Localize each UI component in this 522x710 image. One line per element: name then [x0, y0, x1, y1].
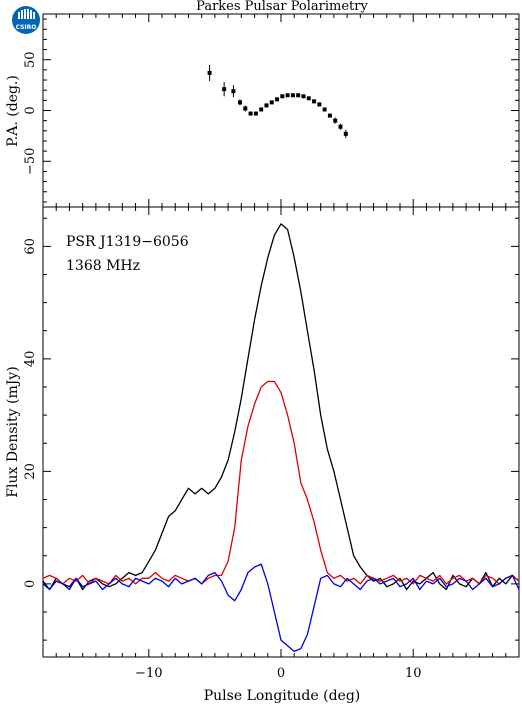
pa-point — [312, 99, 317, 104]
pa-point — [269, 100, 274, 105]
y-tick-label: 50 — [23, 51, 38, 68]
pa-point — [333, 118, 338, 123]
linear-polarization-line — [42, 380, 520, 585]
y-tick-label: 0 — [23, 106, 38, 114]
pa-point — [301, 94, 306, 99]
flux-y-axis-label: Flux Density (mJy) — [5, 366, 21, 497]
pa-point — [285, 93, 290, 98]
csiro-logo-text: CSIRO — [16, 24, 37, 31]
pa-point — [259, 107, 264, 112]
pa-point — [253, 111, 258, 116]
y-tick-label: 20 — [23, 463, 38, 480]
pa-axis-ticks: 50 0 −50 — [23, 14, 520, 207]
pa-point — [338, 124, 343, 129]
pa-point — [238, 100, 243, 105]
csiro-logo-bars — [18, 9, 35, 19]
pa-point — [275, 97, 280, 102]
y-tick-label: 40 — [23, 351, 38, 368]
chart-title: Parkes Pulsar Polarimetry — [196, 0, 368, 14]
pa-point — [290, 93, 295, 98]
x-tick-label: 10 — [405, 666, 422, 681]
pa-y-axis-label: P.A. (deg.) — [5, 75, 21, 147]
pa-point — [231, 89, 236, 94]
pa-data-points — [207, 64, 348, 138]
pa-point — [248, 111, 253, 116]
x-tick-label: −10 — [135, 666, 162, 681]
flux-axis-ticks: −10 0 10 0 20 40 60 — [23, 207, 520, 681]
flux-panel-frame — [42, 206, 520, 658]
pa-point — [243, 106, 248, 111]
pa-point — [343, 131, 348, 136]
total-intensity-line — [42, 223, 520, 591]
pa-point — [222, 87, 227, 92]
pa-point — [322, 107, 327, 112]
y-tick-label: −50 — [23, 148, 38, 175]
pulsar-name-annotation: PSR J1319−6056 — [66, 234, 189, 250]
pa-point — [280, 94, 285, 99]
x-tick-label: 0 — [277, 666, 285, 681]
circular-polarization-line — [42, 563, 520, 653]
pa-panel-frame — [42, 13, 520, 208]
pa-point — [317, 102, 322, 107]
flux-series-lines — [42, 223, 520, 653]
pa-point — [306, 96, 311, 101]
pa-point — [207, 70, 212, 75]
y-tick-label: 60 — [23, 238, 38, 255]
csiro-logo: CSIRO — [12, 6, 40, 34]
frequency-annotation: 1368 MHz — [66, 258, 140, 274]
x-axis-label: Pulse Longitude (deg) — [204, 688, 361, 704]
y-tick-label: 0 — [23, 580, 38, 588]
pa-point — [264, 103, 269, 108]
pa-point — [296, 93, 301, 98]
pa-point — [327, 113, 332, 118]
